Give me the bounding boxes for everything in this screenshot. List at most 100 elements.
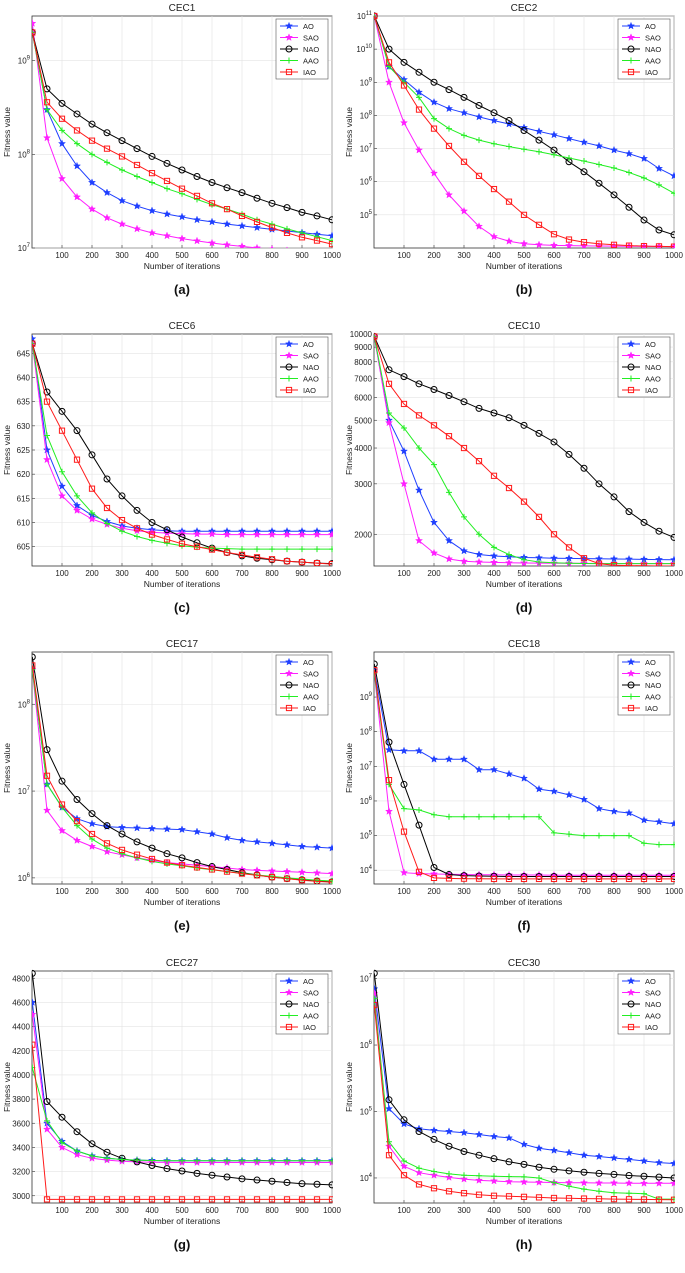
- chart-svg: CEC30 100 200 300 400 500 600 700 800 900 1000 104 1…: [344, 958, 683, 1252]
- data-point: [283, 875, 291, 882]
- legend: AO SAO NAO AAO IAO: [275, 654, 329, 716]
- chart-svg: CEC17 100 200 300 400 500 600 700 800 900 1000 106 1…: [2, 639, 341, 933]
- data-point: [253, 1196, 261, 1203]
- data-point: [223, 206, 231, 213]
- data-point: [88, 1140, 96, 1148]
- data-point: [550, 531, 558, 538]
- data-point: [670, 875, 675, 883]
- chart-panel-5: CEC17 100 200 300 400 500 600 700 800 900 1000 106 1…: [0, 636, 342, 954]
- data-point: [505, 875, 513, 883]
- data-point: [520, 1193, 528, 1200]
- legend: AO SAO NAO AAO IAO: [617, 654, 671, 716]
- data-point: [444, 190, 454, 199]
- chart-svg: CEC2 100 200 300 400 500 600 700 800 900 1000 105 10…: [344, 3, 683, 297]
- data-point: [268, 199, 276, 207]
- data-point: [148, 844, 156, 852]
- data-point: [118, 516, 126, 524]
- data-point: [385, 777, 393, 784]
- data-point: [164, 540, 170, 547]
- data-point: [57, 491, 67, 500]
- x-tick-label: 300: [457, 887, 471, 896]
- data-point: [239, 546, 245, 553]
- data-point: [669, 171, 675, 180]
- legend: AO SAO NAO AAO IAO: [617, 336, 671, 398]
- data-point: [445, 1142, 453, 1150]
- data-point: [460, 444, 468, 452]
- data-point: [489, 551, 499, 560]
- data-point: [400, 373, 408, 381]
- legend-entry-sao: SAO: [303, 669, 319, 678]
- x-tick-label: 800: [607, 569, 621, 578]
- x-tick-label: 700: [235, 1206, 249, 1215]
- data-point: [444, 754, 454, 763]
- data-point: [611, 164, 617, 171]
- data-point: [400, 780, 408, 788]
- legend-entry-aao: AAO: [645, 692, 661, 701]
- data-point: [504, 236, 514, 245]
- series-iao: [374, 333, 675, 566]
- y-tick-label: 4400: [12, 1023, 30, 1032]
- data-point: [399, 868, 409, 877]
- data-point: [640, 243, 648, 248]
- data-point: [416, 806, 422, 813]
- data-point: [32, 340, 36, 347]
- y-tick-label: 605: [17, 543, 31, 552]
- legend-marker: [286, 57, 292, 64]
- legend: AO SAO NAO AAO IAO: [275, 18, 329, 80]
- y-tick-label: 107: [360, 144, 373, 154]
- data-point: [534, 1177, 544, 1186]
- x-tick-label: 300: [115, 569, 129, 578]
- data-point: [640, 216, 648, 224]
- data-point: [134, 854, 140, 861]
- data-point: [519, 774, 529, 782]
- legend-marker: [285, 386, 293, 394]
- data-point: [327, 843, 333, 852]
- x-tick-label: 500: [175, 569, 189, 578]
- data-point: [283, 1178, 291, 1186]
- data-point: [178, 540, 186, 547]
- data-point: [505, 1193, 513, 1200]
- data-point: [429, 1170, 439, 1179]
- data-point: [475, 172, 483, 179]
- data-point: [147, 206, 157, 215]
- data-point: [460, 1190, 468, 1197]
- data-point: [32, 662, 36, 669]
- x-tick-label: 800: [265, 251, 279, 260]
- data-point: [386, 410, 392, 417]
- x-tick-label: 100: [397, 1206, 411, 1215]
- data-point: [579, 795, 589, 804]
- data-point: [192, 215, 202, 224]
- data-point: [415, 106, 423, 113]
- x-tick-label: 100: [397, 887, 411, 896]
- data-point: [58, 1113, 66, 1121]
- legend-marker: [628, 1012, 634, 1019]
- data-point: [655, 1173, 663, 1181]
- data-point: [519, 1177, 529, 1186]
- data-point: [580, 464, 588, 472]
- data-point: [313, 560, 321, 566]
- x-tick-label: 600: [205, 1206, 219, 1215]
- legend-entry-ao: AO: [645, 340, 656, 349]
- data-point: [476, 813, 482, 820]
- data-point: [550, 231, 558, 238]
- data-point: [595, 1169, 603, 1177]
- data-point: [550, 1194, 558, 1202]
- legend-marker: [628, 693, 634, 700]
- data-point: [268, 874, 276, 881]
- data-point: [566, 831, 572, 838]
- data-point: [564, 790, 574, 799]
- data-point: [489, 558, 499, 566]
- y-tick-label: 108: [18, 149, 31, 159]
- legend-marker: [628, 57, 634, 64]
- data-point: [162, 209, 172, 218]
- panel-label: (a): [174, 282, 190, 297]
- data-point: [103, 504, 111, 512]
- data-point: [385, 380, 393, 387]
- data-point: [596, 1188, 602, 1195]
- x-tick-label: 800: [607, 887, 621, 896]
- data-point: [416, 445, 422, 452]
- data-point: [32, 653, 36, 661]
- data-point: [639, 815, 649, 824]
- data-point: [88, 1196, 96, 1203]
- data-point: [490, 109, 498, 117]
